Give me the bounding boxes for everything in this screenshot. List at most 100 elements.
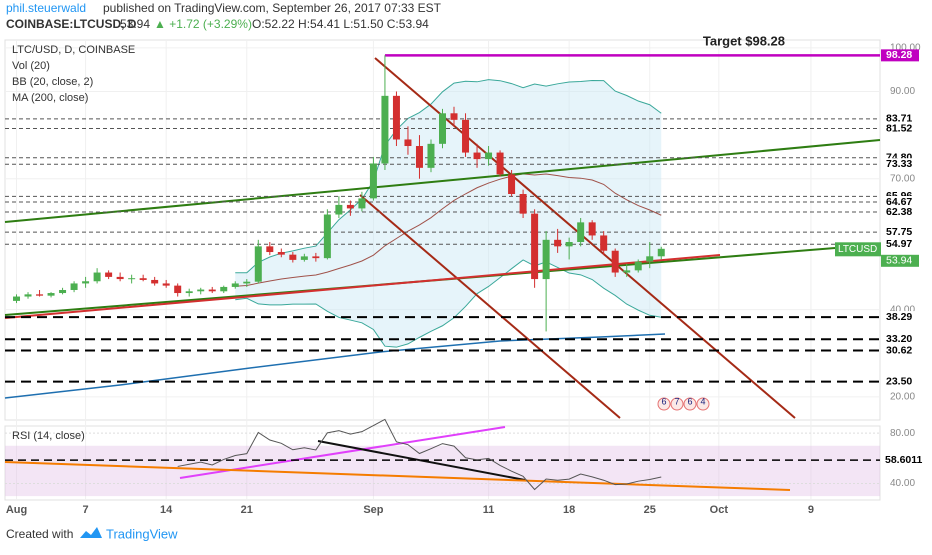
x-tick-label: 21 (241, 504, 253, 516)
rsi-label: RSI (14, close) (12, 430, 85, 442)
level-tag (881, 375, 919, 388)
candle-body (462, 119, 470, 153)
event-label: 4 (700, 396, 705, 406)
x-tick-label: 11 (483, 504, 495, 516)
symbol: COINBASE:LTCUSD, D (6, 17, 137, 31)
candle-body (116, 276, 124, 280)
level-tag (881, 112, 919, 125)
x-tick-label: Aug (6, 504, 27, 516)
y-tick-label: 90.00 (890, 86, 915, 97)
level-label: 98.28 (886, 49, 912, 61)
candle-body (82, 281, 90, 284)
event-icon (696, 397, 710, 411)
x-tick-label: 18 (563, 504, 575, 516)
candle-body (485, 152, 493, 160)
rsi-tick-label: 40.00 (890, 478, 915, 489)
y-tick-label: 40.00 (890, 304, 915, 315)
level-tag (881, 344, 919, 357)
event-label: 6 (687, 396, 692, 406)
annotation: Target $98.28 (703, 33, 785, 48)
candle-body (47, 293, 55, 296)
candle-body (323, 214, 331, 259)
price-tag-label: 53.94 (886, 255, 912, 267)
candle-body (450, 113, 458, 120)
candle-body (427, 143, 435, 168)
candle-body (369, 163, 377, 199)
level-tag (881, 238, 919, 251)
x-tick-label: 14 (160, 504, 173, 516)
logo (80, 527, 102, 538)
rsi-trend-line (4, 461, 791, 491)
x-tick-label: Sep (363, 504, 383, 516)
candle-body (542, 239, 550, 280)
bb-lower (235, 259, 662, 348)
symbol-tag-label: LTCUSD (838, 244, 877, 255)
level-tag (881, 158, 919, 171)
level-label: 64.67 (886, 196, 912, 208)
legend-item: Vol (20) (12, 60, 50, 72)
legend-item: LTC/USD, D, COINBASE (12, 44, 135, 56)
level-tag (881, 49, 919, 62)
candle-body (231, 283, 239, 287)
candle-body (151, 279, 159, 284)
candle-body (162, 283, 170, 286)
x-tick-label: 7 (83, 504, 89, 516)
level-label: 57.75 (886, 226, 912, 238)
candle-body (531, 213, 539, 280)
candle-body (208, 289, 216, 292)
candle-body (577, 222, 585, 242)
candle-body (519, 194, 527, 214)
bb-upper (235, 79, 662, 274)
candle-body (611, 250, 619, 273)
candle-body (59, 289, 67, 294)
level-label: 81.52 (886, 122, 912, 134)
level-label: 33.20 (886, 333, 912, 345)
candle-body (381, 95, 389, 164)
x-tick-label: 25 (644, 504, 656, 516)
candle-body (358, 198, 366, 209)
rsi-value-label: 58.6011 (885, 454, 923, 466)
level-tag (881, 122, 919, 135)
candle-body (197, 289, 205, 292)
level-label: 83.71 (886, 113, 912, 125)
candle-body (623, 270, 631, 273)
candle-body (220, 286, 228, 292)
event-icon (657, 397, 671, 411)
candle-body (508, 174, 516, 195)
ma-line (4, 333, 666, 399)
trendlines (4, 57, 881, 491)
level-tag (881, 195, 919, 208)
x-tick-label: Oct (710, 504, 729, 516)
level-tag (881, 333, 919, 346)
candle-body (93, 272, 101, 282)
event-label: 6 (661, 396, 666, 406)
candle-body (473, 152, 481, 160)
candle-body (36, 294, 44, 296)
event-label: 7 (674, 396, 679, 406)
rsi-tick-label: 80.00 (890, 428, 915, 439)
candle-body (312, 256, 320, 259)
x-tick-label: 9 (808, 504, 814, 516)
rsi-line (177, 418, 662, 491)
candle-body (392, 95, 400, 140)
candle-body (185, 291, 193, 294)
candle-body (128, 278, 136, 280)
symbol-tag (835, 242, 881, 257)
candle-body (634, 261, 642, 271)
author[interactable]: phil.steuerwald (6, 1, 86, 15)
candle-body (439, 113, 446, 144)
event-icon (670, 397, 684, 411)
footer-brand[interactable]: TradingView (106, 526, 178, 541)
candle-body (289, 254, 297, 260)
candle-body (277, 252, 285, 255)
y-tick-label: 20.00 (890, 392, 915, 403)
candle-body (105, 272, 113, 277)
trend-line (4, 254, 721, 319)
channel-line (359, 194, 621, 419)
candle-body (657, 248, 665, 257)
price: 53.94 (120, 17, 150, 31)
trend-line (4, 139, 881, 223)
published: published on TradingView.com, September … (103, 1, 442, 15)
level-tag (881, 205, 919, 218)
